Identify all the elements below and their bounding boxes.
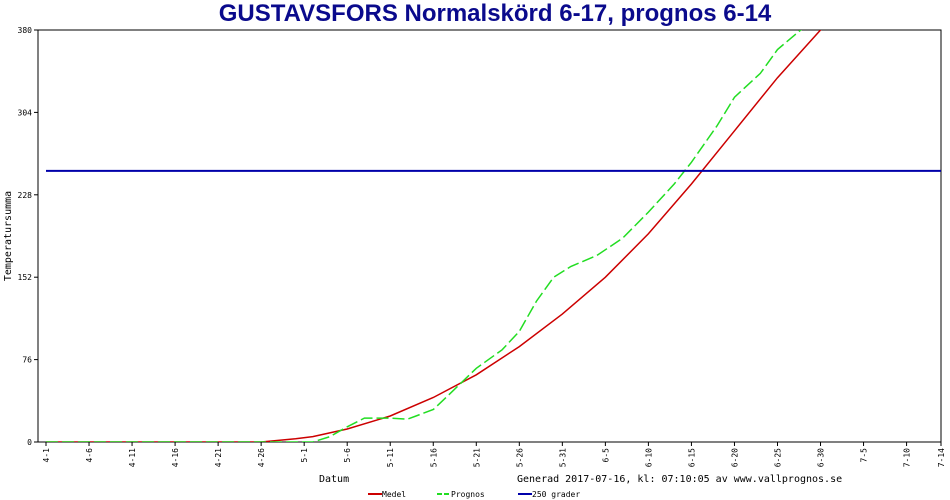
x-tick-label: 4-11 <box>128 448 137 467</box>
x-tick-label: 4-21 <box>214 448 223 467</box>
x-tick-label: 7-5 <box>860 448 869 463</box>
x-tick-label: 5-11 <box>386 448 395 467</box>
generated-footer: Generad 2017-07-16, kl: 07:10:05 av www.… <box>517 474 842 485</box>
x-tick-label: 5-1 <box>300 448 309 463</box>
legend-label: Medel <box>382 490 406 499</box>
x-tick-label: 5-6 <box>343 448 352 463</box>
x-tick-label: 7-14 <box>937 448 946 467</box>
y-tick-label: 0 <box>27 438 32 447</box>
x-tick-label: 6-20 <box>730 448 739 467</box>
x-tick-label: 6-5 <box>601 448 610 463</box>
x-tick-label: 6-15 <box>687 448 696 467</box>
x-tick-label: 7-10 <box>903 448 912 467</box>
legend: Medel Prognos 250 grader <box>368 490 580 499</box>
x-tick-label: 6-10 <box>644 448 653 467</box>
x-axis-label: Datum <box>319 474 349 485</box>
x-tick-label: 5-26 <box>515 448 524 467</box>
legend-label: Prognos <box>451 490 485 499</box>
y-axis-label: Temperatursumma <box>3 191 14 281</box>
x-tick-label: 4-6 <box>85 448 94 463</box>
series-line-prognos <box>46 30 802 442</box>
x-tick-label: 6-30 <box>817 448 826 467</box>
legend-label: 250 grader <box>532 490 580 499</box>
y-tick-label: 380 <box>18 26 33 35</box>
plot-frame <box>37 29 942 443</box>
y-tick-label: 76 <box>22 356 32 365</box>
series-line-medel <box>46 30 822 442</box>
x-tick-label: 5-21 <box>472 448 481 467</box>
y-tick-label: 304 <box>18 108 33 117</box>
chart-title: GUSTAVSFORS Normalskörd 6-17, prognos 6-… <box>218 0 772 27</box>
x-tick-label: 4-16 <box>171 448 180 467</box>
x-tick-label: 6-25 <box>773 448 782 467</box>
y-tick-label: 152 <box>18 273 33 282</box>
x-tick-label: 4-26 <box>257 448 266 467</box>
x-tick-label: 4-1 <box>42 448 51 463</box>
y-tick-label: 228 <box>18 191 33 200</box>
x-tick-label: 5-16 <box>429 448 438 467</box>
x-tick-label: 5-31 <box>558 448 567 467</box>
